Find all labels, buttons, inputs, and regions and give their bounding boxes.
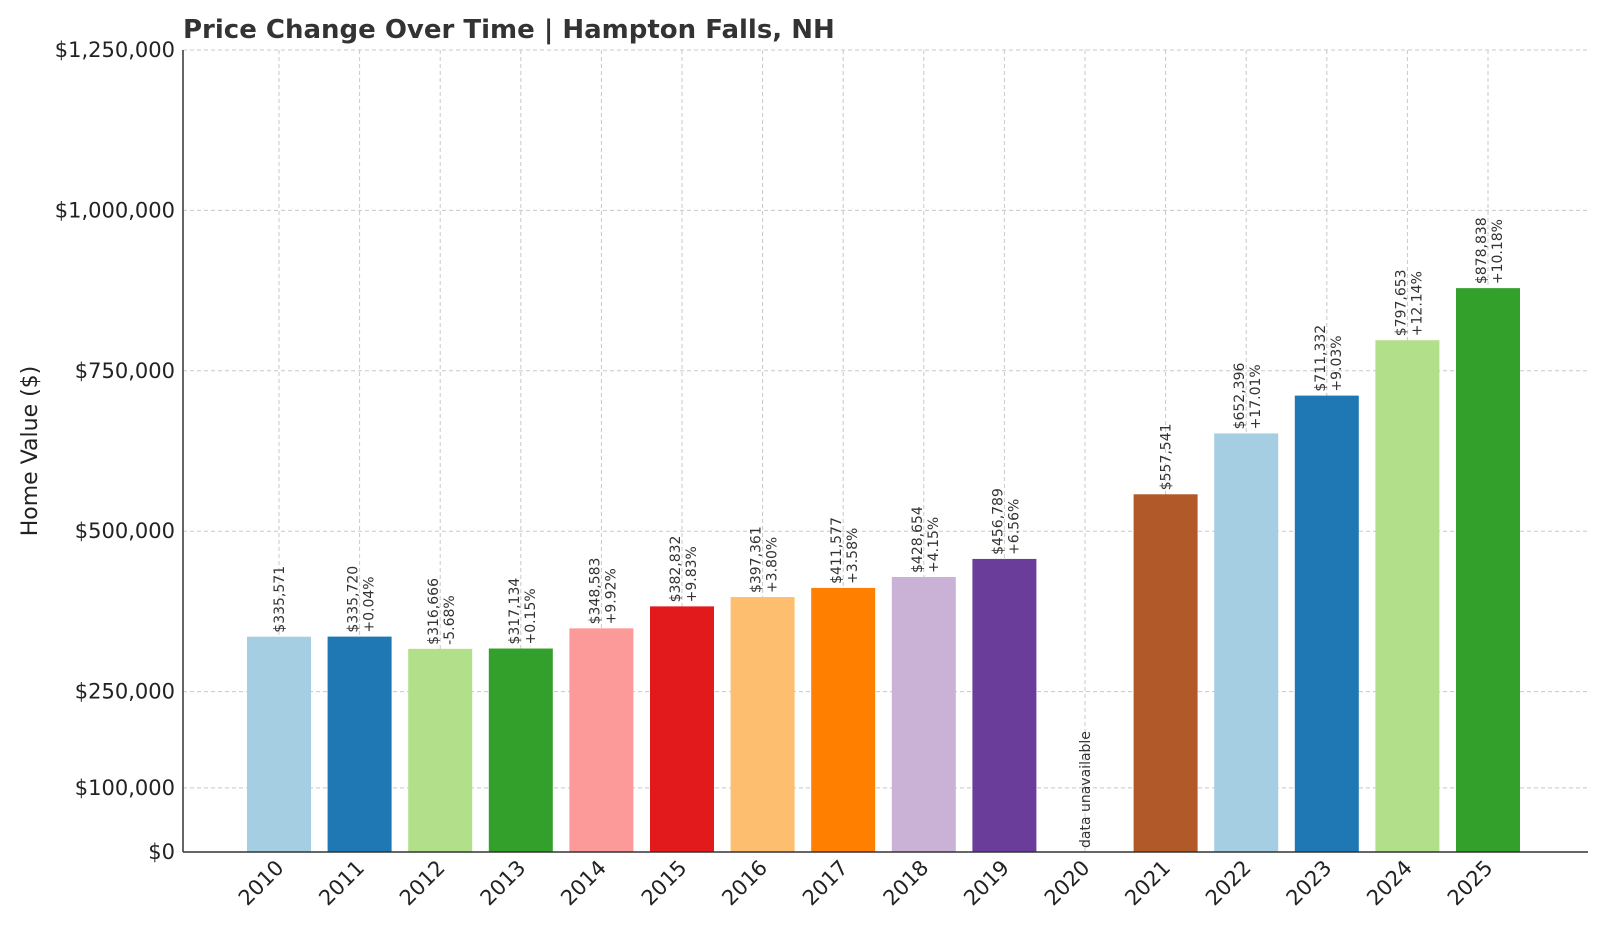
change-label: +9.03% [1329,335,1345,391]
value-label: $428,654 [910,506,926,573]
value-label: $316,666 [426,578,442,645]
change-label: +0.15% [523,588,539,644]
y-tick-label: $500,000 [75,519,175,543]
x-tick-label: 2023 [1282,856,1337,911]
bar [1133,494,1198,852]
x-tick-label: 2021 [1120,856,1175,911]
x-tick-label: 2025 [1443,856,1498,911]
value-label: $878,838 [1474,217,1490,284]
bar [891,576,956,852]
x-tick-label: 2013 [476,856,531,911]
chart-title: Price Change Over Time | Hampton Falls, … [183,15,835,45]
x-tick-label: 2016 [717,856,772,911]
change-label: +9.92% [603,568,619,624]
value-label: $335,720 [346,566,362,633]
change-label: +17.01% [1248,364,1264,429]
value-label: $652,396 [1232,363,1248,430]
y-axis-label: Home Value ($) [18,366,43,537]
change-label: +0.04% [362,576,378,632]
axes [182,50,1588,853]
x-tick-label: 2017 [798,856,853,911]
value-label: $411,577 [829,517,845,584]
value-label: $348,583 [587,558,603,625]
x-tick-label: 2018 [879,856,934,911]
y-tick-label: $750,000 [75,359,175,383]
bar [650,606,714,852]
change-label: +12.14% [1409,271,1425,336]
bar [1375,340,1440,852]
x-tick-label: 2011 [314,856,369,911]
x-tick-labels: 2010 2011 2012 2013 2014 2015 2016 2017 2018 2019… [234,856,1498,911]
y-tick-label: $0 [148,840,175,864]
missing-data-label: data unavailable [1078,731,1094,848]
value-label: $382,832 [668,536,684,603]
bar [1456,288,1520,852]
x-tick-label: 2019 [959,856,1014,911]
bar [1214,433,1279,852]
value-label: $317,134 [507,578,523,645]
value-label: $711,332 [1313,325,1329,392]
change-label: +6.56% [1006,499,1022,555]
x-tick-label: 2015 [637,856,692,911]
bar [811,587,876,852]
x-tick-label: 2010 [234,856,289,911]
y-tick-labels: $0 $100,000 $250,000 $500,000 $750,000 $1,000… [55,38,175,864]
change-label: +9.83% [684,546,700,602]
y-tick-label: $1,000,000 [55,198,175,222]
value-label: $456,789 [990,488,1006,555]
x-tick-label: 2022 [1201,856,1256,911]
change-label: -5.68% [442,595,458,645]
y-tick-label: $1,250,000 [55,38,175,62]
value-label: $335,571 [272,566,288,633]
bar [730,597,795,852]
change-label: +4.15% [926,517,942,573]
x-tick-label: 2024 [1362,856,1417,911]
bar [1294,395,1359,852]
value-label: $397,361 [749,526,765,593]
data-labels: $335,571 $335,720 +0.04% $316,666 -5.68% $317… [272,217,1506,848]
x-tick-label: 2014 [556,856,611,911]
change-label: +3.80% [765,537,781,593]
bar [247,636,311,852]
y-tick-label: $250,000 [75,680,175,704]
value-label: $557,541 [1159,423,1175,490]
bars [247,288,1520,852]
bar [327,636,392,852]
x-tick-label: 2020 [1040,856,1095,911]
bar [408,648,473,852]
value-label: $797,653 [1393,269,1409,336]
change-label: +3.58% [845,528,861,584]
x-tick-label: 2012 [395,856,450,911]
y-tick-label: $100,000 [75,776,175,800]
bar [972,558,1037,852]
change-label: +10.18% [1490,219,1506,284]
bar [569,628,634,852]
bar [488,648,553,852]
